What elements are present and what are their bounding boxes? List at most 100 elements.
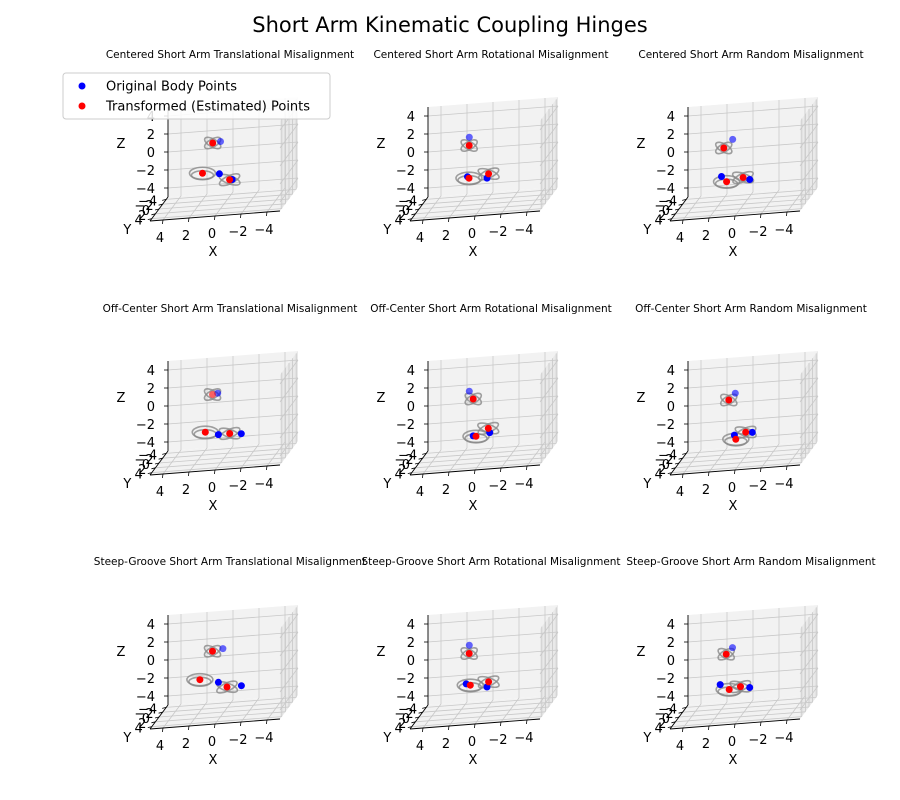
y-tick-label: −2 xyxy=(134,707,153,722)
z-tick-label: 2 xyxy=(667,636,675,651)
x-tick-label: −4 xyxy=(774,731,793,746)
original-point xyxy=(219,645,227,653)
y-tick-label: 4 xyxy=(395,214,403,229)
x-tick-label: 2 xyxy=(442,737,450,752)
x-tick-label: −4 xyxy=(774,223,793,238)
original-point xyxy=(465,133,473,141)
original-point xyxy=(214,678,222,686)
y-axis-label: Y xyxy=(382,223,391,238)
z-tick-label: −4 xyxy=(136,182,155,197)
z-axis-label: Z xyxy=(377,645,386,660)
z-tick-label: −2 xyxy=(136,672,155,687)
y-tick-label: −4 xyxy=(658,194,677,209)
z-tick-label: 0 xyxy=(667,400,675,415)
groove-ring xyxy=(460,647,479,660)
z-tick-label: 0 xyxy=(667,146,675,161)
z-tick-label: −2 xyxy=(656,418,675,433)
transformed-point xyxy=(742,428,750,436)
y-axis-label: Y xyxy=(122,477,131,492)
legend-label-transformed: Transformed (Estimated) Points xyxy=(105,100,310,115)
transformed-point xyxy=(469,395,477,403)
z-tick-label: −2 xyxy=(136,418,155,433)
y-tick-label: 2 xyxy=(138,209,146,224)
z-tick-label: −4 xyxy=(656,182,675,197)
x-axis-label: X xyxy=(469,753,478,768)
y-tick-label: 4 xyxy=(135,722,143,737)
series-original-body-points xyxy=(214,389,245,439)
series-transformed-points xyxy=(196,647,231,691)
figure-title: Short Arm Kinematic Coupling Hinges xyxy=(252,13,648,37)
y-tick-label: 0 xyxy=(142,458,150,473)
original-point xyxy=(214,431,222,439)
groove-ring xyxy=(717,647,736,661)
z-tick-label: −4 xyxy=(656,436,675,451)
y-tick-label: 2 xyxy=(398,717,406,732)
grid-lines xyxy=(411,606,559,729)
transformed-point xyxy=(484,424,492,432)
z-axis-label: Z xyxy=(377,137,386,152)
x-tick-label: −4 xyxy=(254,477,273,492)
x-tick-label: 4 xyxy=(156,739,164,754)
groove-ring xyxy=(477,675,500,689)
x-tick-label: −2 xyxy=(228,733,247,748)
legend-marker-original xyxy=(78,82,86,90)
x-axis-label: X xyxy=(209,245,218,260)
groove-ring xyxy=(203,388,222,402)
x-tick-label: −2 xyxy=(228,479,247,494)
x-tick-label: 0 xyxy=(208,227,216,242)
transformed-point xyxy=(465,174,473,182)
z-tick-label: −2 xyxy=(656,164,675,179)
z-tick-label: 2 xyxy=(147,128,155,143)
z-tick-label: −4 xyxy=(136,690,155,705)
subplot-4: Off-Center Short Arm Translational Misal… xyxy=(103,303,358,514)
x-tick-label: 4 xyxy=(676,739,684,754)
series-transformed-points xyxy=(725,396,750,443)
z-tick-label: −4 xyxy=(396,436,415,451)
y-tick-label: 4 xyxy=(135,468,143,483)
z-tick-label: 4 xyxy=(407,618,415,633)
transformed-point xyxy=(485,170,493,178)
legend-label-original: Original Body Points xyxy=(106,80,237,95)
z-tick-label: −2 xyxy=(396,672,415,687)
original-point xyxy=(748,428,756,436)
z-tick-label: 2 xyxy=(407,382,415,397)
z-tick-label: −4 xyxy=(656,690,675,705)
transformed-point xyxy=(209,139,217,147)
z-tick-label: 4 xyxy=(407,364,415,379)
y-tick-label: −2 xyxy=(394,199,413,214)
y-axis-label: Y xyxy=(642,477,651,492)
y-axis-label: Y xyxy=(642,223,651,238)
transformed-point xyxy=(466,681,474,689)
x-tick-label: 0 xyxy=(728,735,736,750)
x-axis-label: X xyxy=(469,245,478,260)
groove-ring xyxy=(218,173,241,187)
subplot-2: Centered Short Arm Rotational Misalignme… xyxy=(373,49,608,260)
y-axis-label: Y xyxy=(122,731,131,746)
z-axis-label: Z xyxy=(637,645,646,660)
y-axis-label: Y xyxy=(122,223,131,238)
z-axis-label: Z xyxy=(637,391,646,406)
y-tick-label: −4 xyxy=(138,702,157,717)
x-axis-label: X xyxy=(209,499,218,514)
x-tick-label: 0 xyxy=(208,735,216,750)
x-axis-label: X xyxy=(729,753,738,768)
x-tick-label: 0 xyxy=(208,481,216,496)
groove-ring xyxy=(203,644,222,658)
series-transformed-points xyxy=(720,144,747,186)
y-tick-label: −2 xyxy=(654,707,673,722)
y-tick-label: −4 xyxy=(658,702,677,717)
subplot-title: Steep-Groove Short Arm Random Misalignme… xyxy=(626,556,875,568)
transformed-point xyxy=(209,647,216,655)
x-tick-label: 2 xyxy=(702,737,710,752)
transformed-point xyxy=(472,432,480,440)
transformed-point xyxy=(723,178,731,186)
original-point xyxy=(716,681,724,689)
x-tick-label: 2 xyxy=(702,483,710,498)
x-tick-label: 0 xyxy=(728,227,736,242)
y-axis-label: Y xyxy=(382,731,391,746)
groove-ring xyxy=(218,426,241,441)
groove-ring xyxy=(464,392,483,406)
transformed-point xyxy=(732,435,740,443)
